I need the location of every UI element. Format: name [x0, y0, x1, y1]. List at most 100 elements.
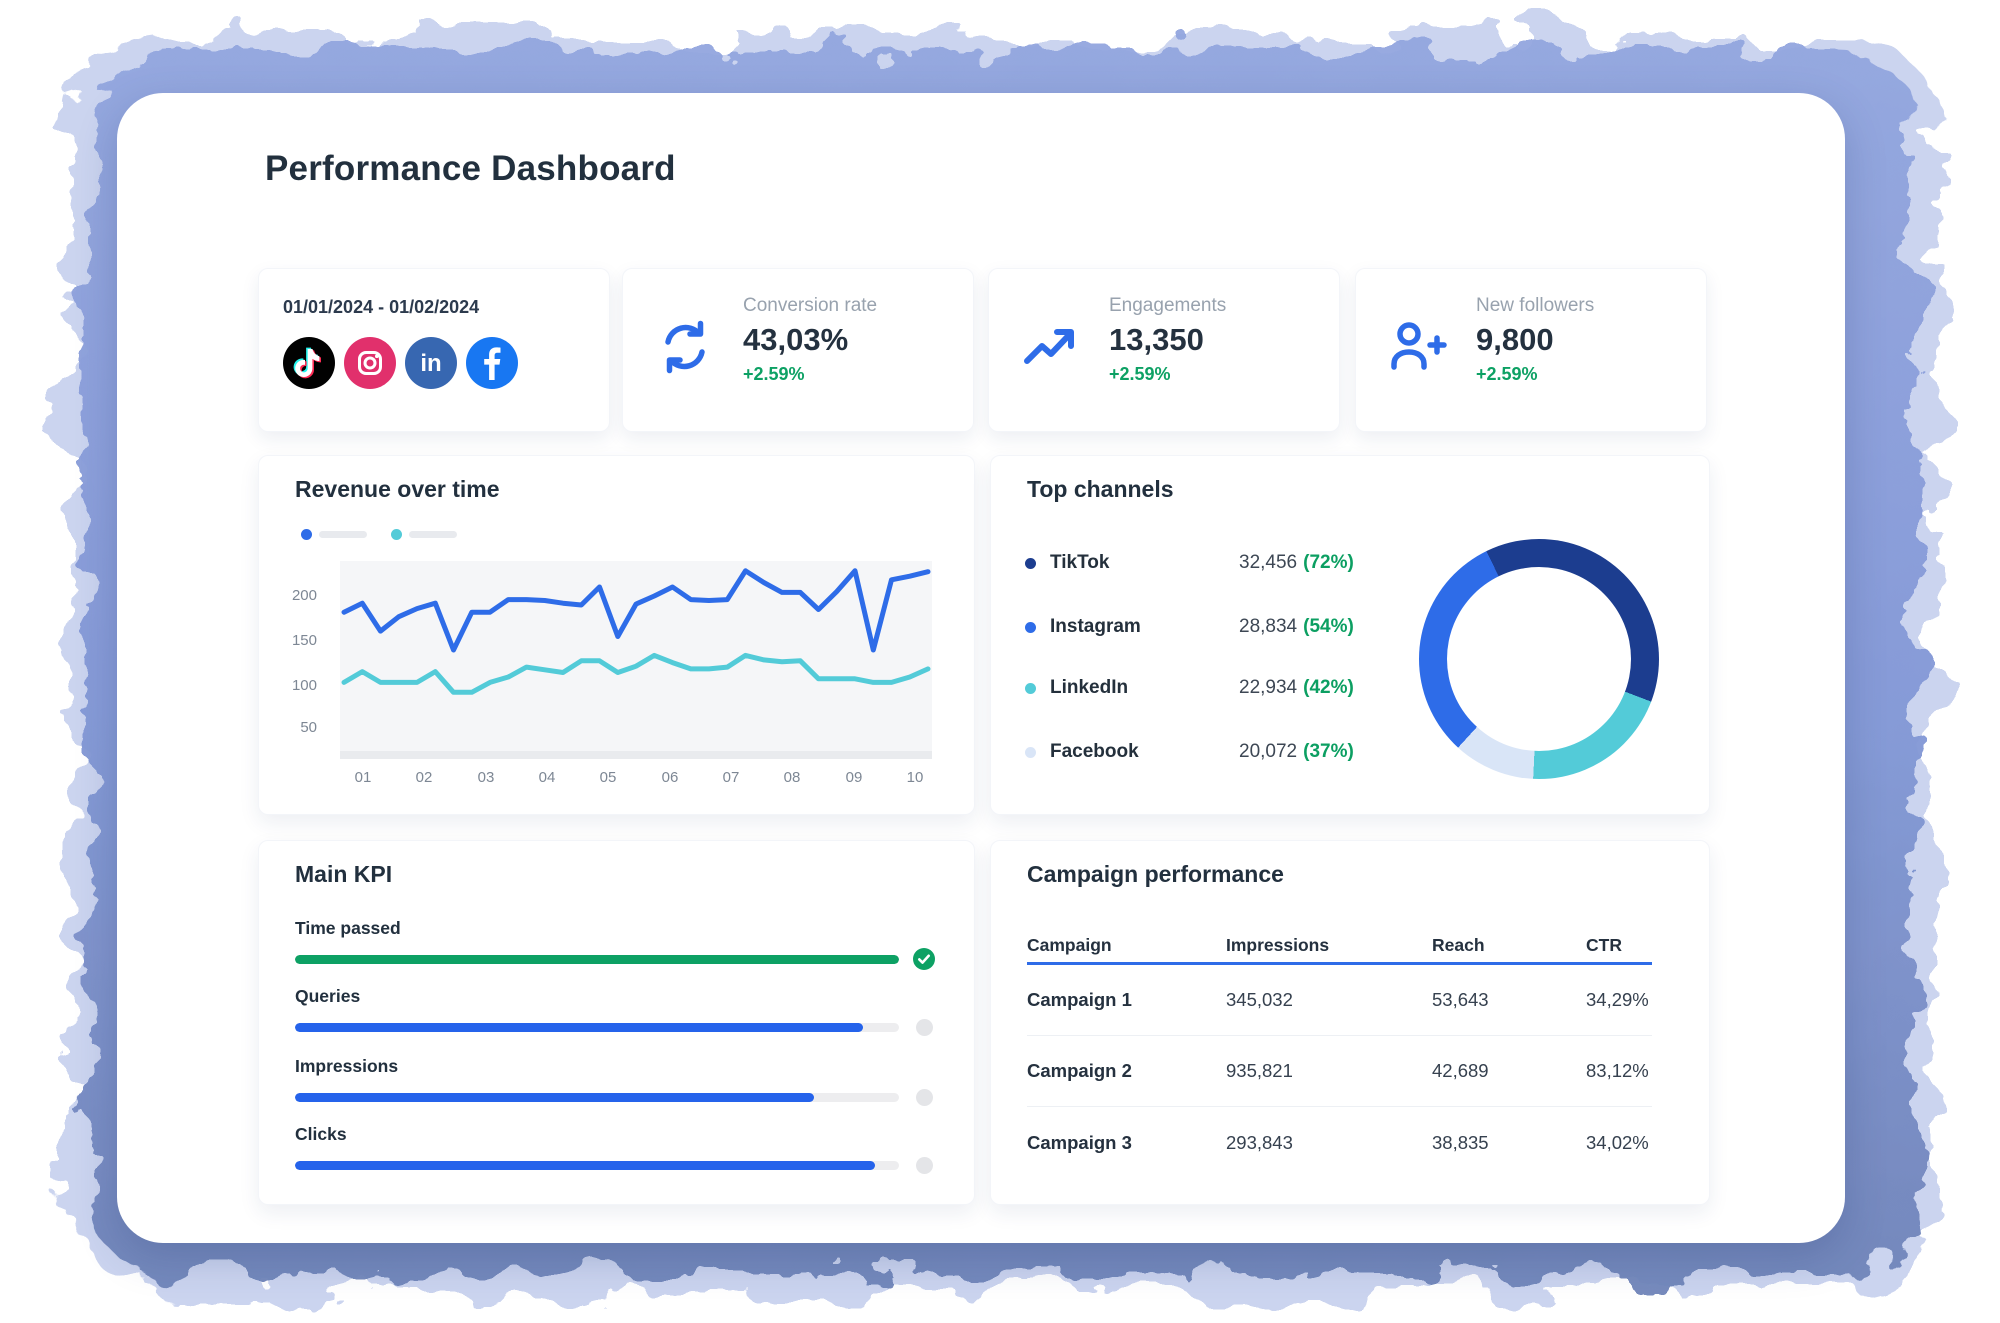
x-tick: 05 [599, 769, 617, 786]
cell-campaign: Campaign 1 [1027, 989, 1132, 1010]
kpi-card-conversion-rate: Conversion rate 43,03% +2.59% [622, 268, 974, 432]
channel-row-tiktok: TikTok [1025, 551, 1109, 575]
kpi-label: Conversion rate [743, 295, 878, 316]
progress-fill [295, 1022, 863, 1032]
y-tick: 50 [300, 719, 317, 736]
pending-dot-icon [913, 1016, 935, 1038]
revenue-line-chart [340, 561, 932, 759]
progress-fill [295, 1160, 875, 1170]
cell-campaign: Campaign 3 [1027, 1131, 1132, 1153]
check-icon [913, 948, 935, 970]
kpi-delta: +2.59% [1109, 364, 1171, 384]
kpi-delta: +2.59% [1476, 364, 1538, 384]
column-header-impressions[interactable]: Impressions [1226, 935, 1330, 955]
dashboard-card: Performance Dashboard 01/01/2024 - 01/02… [117, 93, 1845, 1243]
cell-impressions: 345,032 [1226, 989, 1293, 1010]
facebook-icon[interactable] [466, 337, 518, 389]
cell-reach: 38,835 [1432, 1131, 1489, 1153]
user-plus-icon [1386, 315, 1450, 379]
tiktok-icon[interactable] [283, 337, 335, 389]
channel-count: 22,934 [1239, 677, 1298, 698]
column-header-ctr[interactable]: CTR [1586, 935, 1622, 955]
x-tick: 03 [477, 769, 495, 786]
channel-percent: (42%) [1303, 677, 1354, 698]
revenue-panel: Revenue over time 200 150 100 50 01 02 0… [258, 455, 975, 815]
channel-value: 32,456 (72%) [1239, 551, 1354, 575]
channel-row-facebook: Facebook [1025, 740, 1139, 764]
y-tick: 150 [291, 632, 317, 649]
cell-impressions: 293,843 [1226, 1131, 1293, 1153]
channel-row-instagram: Instagram [1025, 615, 1141, 639]
channel-dot [1025, 557, 1036, 569]
table-row: Campaign 2 935,821 42,689 83,12% [1027, 1036, 1652, 1107]
channel-dot [1025, 682, 1036, 694]
main-kpi-title: Main KPI [295, 861, 393, 887]
kpi-value: 13,350 [1109, 322, 1204, 357]
kpi-bar-group-queries: Queries [295, 986, 940, 1038]
column-header-reach[interactable]: Reach [1432, 935, 1485, 955]
table-header-row: Campaign Impressions Reach CTR [1027, 929, 1652, 965]
cell-ctr: 83,12% [1586, 1060, 1649, 1081]
y-tick: 100 [291, 677, 317, 694]
channel-name: Facebook [1050, 741, 1139, 762]
date-range-card[interactable]: 01/01/2024 - 01/02/2024 [258, 268, 610, 432]
campaign-table: Campaign Impressions Reach CTR Campaign … [1027, 929, 1652, 1178]
social-icons-row: in [283, 337, 518, 389]
trend-up-icon [1019, 315, 1083, 379]
kpi-bar-group-impressions: Impressions [295, 1056, 940, 1108]
kpi-bar-label: Impressions [295, 1056, 399, 1076]
legend-dot-series2[interactable] [391, 528, 402, 540]
progress-track [295, 954, 899, 964]
x-tick: 10 [906, 769, 924, 786]
progress-track [295, 1092, 899, 1102]
linkedin-icon[interactable]: in [405, 337, 457, 389]
channel-count: 28,834 [1239, 616, 1298, 637]
channel-dot [1025, 746, 1036, 758]
channel-row-linkedin: LinkedIn [1025, 676, 1128, 700]
main-kpi-panel: Main KPI Time passed Queries [258, 840, 975, 1205]
kpi-value: 43,03% [743, 322, 849, 357]
progress-fill [295, 1092, 815, 1102]
kpi-value: 9,800 [1476, 322, 1554, 357]
instagram-icon[interactable] [344, 337, 396, 389]
legend-dot-series1[interactable] [301, 528, 312, 540]
svg-text:in: in [420, 350, 441, 377]
channel-percent: (72%) [1303, 552, 1354, 573]
progress-track [295, 1160, 899, 1170]
progress-track [295, 1022, 899, 1032]
channel-name: Instagram [1050, 616, 1141, 637]
column-header-campaign[interactable]: Campaign [1027, 935, 1112, 955]
refresh-icon [653, 315, 717, 379]
kpi-bar-label: Clicks [295, 1124, 347, 1144]
channel-value: 22,934 (42%) [1239, 676, 1354, 700]
chart-legend [301, 528, 481, 540]
kpi-bar-label: Queries [295, 986, 361, 1006]
x-tick: 06 [661, 769, 679, 786]
y-tick: 200 [291, 587, 317, 604]
channel-value: 20,072 (37%) [1239, 740, 1354, 764]
cell-impressions: 935,821 [1226, 1060, 1293, 1081]
kpi-delta: +2.59% [743, 364, 805, 384]
x-tick: 01 [354, 769, 372, 786]
cell-ctr: 34,29% [1586, 989, 1649, 1010]
table-row: Campaign 3 293,843 38,835 34,02% [1027, 1107, 1652, 1178]
channel-name: TikTok [1050, 552, 1110, 573]
x-tick: 04 [538, 769, 556, 786]
date-range[interactable]: 01/01/2024 - 01/02/2024 [283, 297, 480, 317]
campaign-performance-panel: Campaign performance Campaign Impression… [990, 840, 1710, 1205]
kpi-bar-group-time-passed: Time passed [295, 918, 940, 970]
x-tick: 07 [722, 769, 740, 786]
legend-pill-series2[interactable] [409, 530, 457, 538]
page-title: Performance Dashboard [265, 149, 676, 188]
channel-value: 28,834 (54%) [1239, 615, 1354, 639]
channel-name: LinkedIn [1050, 677, 1129, 698]
legend-pill-series1[interactable] [319, 530, 367, 538]
channel-count: 20,072 [1239, 741, 1298, 762]
channel-count: 32,456 [1239, 552, 1298, 573]
kpi-label: New followers [1476, 295, 1595, 316]
x-tick: 09 [845, 769, 863, 786]
channel-percent: (37%) [1303, 741, 1354, 762]
x-tick: 02 [415, 769, 433, 786]
cell-reach: 42,689 [1432, 1060, 1489, 1081]
